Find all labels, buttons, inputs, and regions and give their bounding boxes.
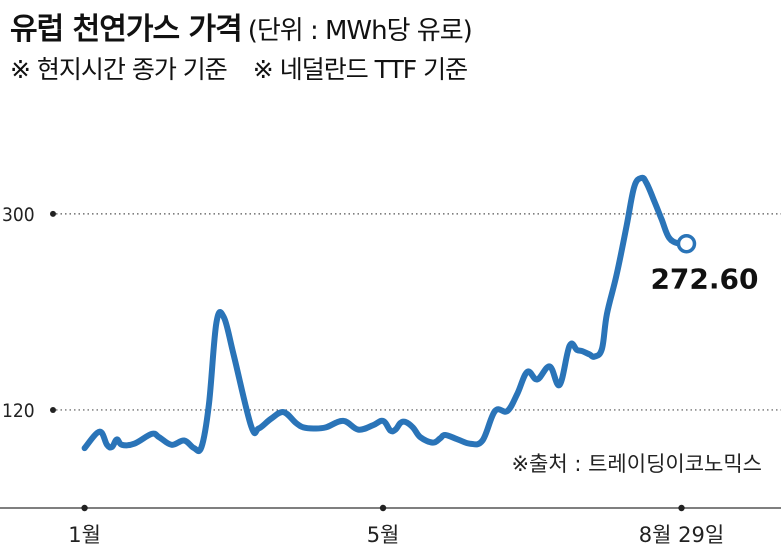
y-axis-ticks: 300 120: [2, 204, 56, 422]
note-closing-price: ※ 현지시간 종가 기준: [10, 55, 228, 84]
chart-header: 유럽 천연가스 가격 (단위 : MWh당 유로): [10, 4, 473, 48]
latest-price-label: 272.60: [650, 263, 758, 296]
latest-price-marker: [676, 233, 697, 254]
x-tick-dot-1: [379, 504, 387, 512]
gas-price-series-line: [81, 174, 690, 455]
y-tick-dot-120: [50, 406, 56, 413]
y-tick-label-120: 120: [2, 400, 35, 422]
source-note: ※출처 : 트레이딩이코노믹스: [511, 452, 762, 476]
x-tick-label-2: 8월 29일: [639, 523, 724, 547]
unit-label: (단위 : MWh당 유로): [247, 16, 473, 46]
y-tick-label-300: 300: [2, 204, 35, 226]
x-tick-label-1: 5월: [367, 523, 400, 547]
x-tick-label-0: 1월: [68, 523, 101, 547]
chart-notes: ※ 현지시간 종가 기준 ※ 네덜란드 TTF 기준: [10, 50, 468, 86]
x-axis-ticks: 1월 5월 8월 29일: [68, 504, 724, 547]
x-tick-dot-2: [678, 504, 685, 512]
y-tick-dot-300: [50, 210, 56, 217]
x-tick-dot-0: [81, 504, 88, 512]
note-ttf-basis: ※ 네덜란드 TTF 기준: [252, 55, 468, 84]
chart-title: 유럽 천연가스 가격: [10, 12, 243, 47]
